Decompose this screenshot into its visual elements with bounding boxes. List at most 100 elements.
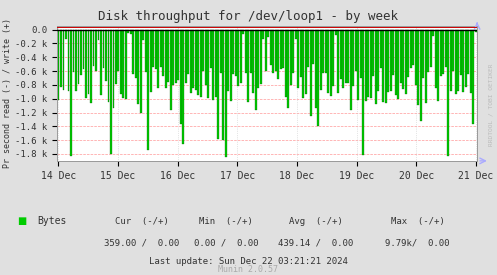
Bar bbox=[393, 30, 394, 75]
Bar bbox=[475, 30, 477, 32]
Bar bbox=[265, 30, 267, 71]
Bar bbox=[340, 30, 342, 79]
Bar bbox=[158, 30, 160, 88]
Bar bbox=[280, 30, 282, 69]
Bar bbox=[235, 30, 237, 76]
Bar bbox=[400, 30, 402, 83]
Bar bbox=[225, 30, 227, 157]
Bar bbox=[128, 30, 129, 33]
Bar bbox=[248, 30, 249, 102]
Bar bbox=[303, 30, 304, 98]
Bar bbox=[192, 30, 194, 87]
Bar bbox=[250, 30, 252, 73]
Text: Avg  (-/+): Avg (-/+) bbox=[289, 217, 342, 226]
Bar bbox=[357, 30, 359, 100]
Bar bbox=[245, 30, 247, 73]
Bar bbox=[153, 30, 154, 67]
Bar bbox=[143, 30, 144, 40]
Bar bbox=[207, 30, 209, 98]
Bar bbox=[175, 30, 177, 83]
Bar bbox=[470, 30, 472, 93]
Bar bbox=[325, 30, 327, 73]
Bar bbox=[240, 30, 242, 83]
Bar bbox=[408, 30, 409, 77]
Bar bbox=[383, 30, 384, 102]
Bar bbox=[63, 30, 64, 90]
Bar bbox=[457, 30, 459, 91]
Bar bbox=[102, 30, 104, 68]
Bar bbox=[83, 30, 84, 69]
Bar bbox=[95, 30, 97, 71]
Bar bbox=[252, 30, 254, 93]
Text: Munin 2.0.57: Munin 2.0.57 bbox=[219, 265, 278, 274]
Bar bbox=[437, 30, 439, 101]
Bar bbox=[352, 30, 354, 86]
Bar bbox=[182, 30, 184, 144]
Bar bbox=[345, 30, 347, 83]
Bar bbox=[430, 30, 432, 67]
Bar bbox=[105, 30, 107, 81]
Bar bbox=[413, 30, 414, 65]
Text: RRDTOOL / TOBI OETIKER: RRDTOOL / TOBI OETIKER bbox=[488, 63, 493, 146]
Bar bbox=[215, 30, 217, 97]
Text: 439.14 /  0.00: 439.14 / 0.00 bbox=[278, 239, 353, 248]
Bar bbox=[415, 30, 417, 85]
Bar bbox=[255, 30, 257, 110]
Bar bbox=[342, 30, 344, 88]
Bar bbox=[275, 30, 277, 71]
Bar bbox=[243, 30, 245, 34]
Bar bbox=[445, 30, 447, 67]
Bar bbox=[422, 30, 424, 78]
Bar bbox=[230, 30, 232, 101]
Bar bbox=[468, 30, 469, 73]
Text: 9.79k/  0.00: 9.79k/ 0.00 bbox=[385, 239, 450, 248]
Bar bbox=[362, 30, 364, 155]
Bar bbox=[417, 30, 419, 105]
Bar bbox=[133, 30, 134, 75]
Bar bbox=[228, 30, 229, 91]
Text: Cur  (-/+): Cur (-/+) bbox=[115, 217, 168, 226]
Bar bbox=[287, 30, 289, 108]
Bar bbox=[350, 30, 352, 110]
Bar bbox=[130, 30, 132, 34]
Bar bbox=[170, 30, 172, 109]
Bar bbox=[385, 30, 387, 103]
Bar bbox=[163, 30, 165, 76]
Text: ■: ■ bbox=[17, 216, 27, 226]
Bar bbox=[262, 30, 264, 38]
Bar bbox=[125, 30, 127, 99]
Bar bbox=[420, 30, 422, 121]
Bar bbox=[60, 30, 62, 87]
Bar bbox=[92, 30, 94, 66]
Bar bbox=[328, 30, 330, 92]
Bar bbox=[388, 30, 389, 92]
Bar bbox=[427, 30, 429, 72]
Bar bbox=[447, 30, 449, 156]
Bar bbox=[313, 30, 314, 64]
Bar bbox=[140, 30, 142, 112]
Bar bbox=[465, 30, 467, 87]
Bar bbox=[318, 30, 319, 125]
Bar bbox=[442, 30, 444, 75]
Bar bbox=[180, 30, 182, 123]
Bar bbox=[85, 30, 87, 98]
Bar bbox=[87, 30, 89, 94]
Bar bbox=[115, 30, 117, 84]
Bar bbox=[78, 30, 80, 84]
Bar bbox=[135, 30, 137, 78]
Bar bbox=[122, 30, 124, 98]
Bar bbox=[202, 30, 204, 71]
Bar bbox=[360, 30, 362, 78]
Bar bbox=[285, 30, 287, 97]
Bar bbox=[367, 30, 369, 97]
Bar bbox=[277, 30, 279, 79]
Bar bbox=[332, 30, 334, 86]
Bar bbox=[177, 30, 179, 80]
Bar bbox=[107, 30, 109, 102]
Bar bbox=[172, 30, 174, 86]
Bar bbox=[305, 30, 307, 94]
Bar bbox=[58, 30, 59, 100]
Bar bbox=[218, 30, 219, 139]
Bar bbox=[257, 30, 259, 88]
Bar bbox=[260, 30, 262, 84]
